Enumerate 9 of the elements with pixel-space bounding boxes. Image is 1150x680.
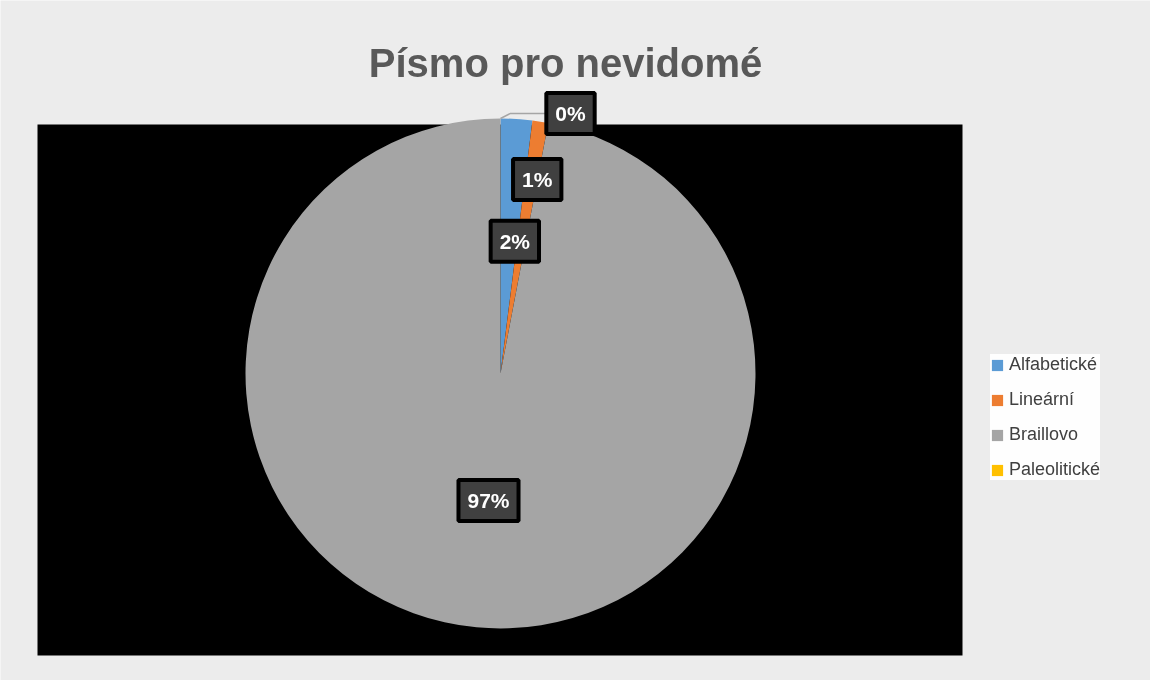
chart-title: Písmo pro nevidomé bbox=[368, 40, 763, 85]
legend-label: Lineární bbox=[1009, 389, 1075, 410]
text: 0% bbox=[555, 101, 586, 125]
data-label: 1% bbox=[522, 168, 553, 192]
legend-label: Paleolitické bbox=[1009, 459, 1101, 480]
data-label: 97% bbox=[467, 488, 510, 512]
legend-label: Alfabetické bbox=[1009, 354, 1098, 375]
legend-label: Braillovo bbox=[1009, 424, 1079, 445]
data-label: 2% bbox=[499, 229, 531, 253]
